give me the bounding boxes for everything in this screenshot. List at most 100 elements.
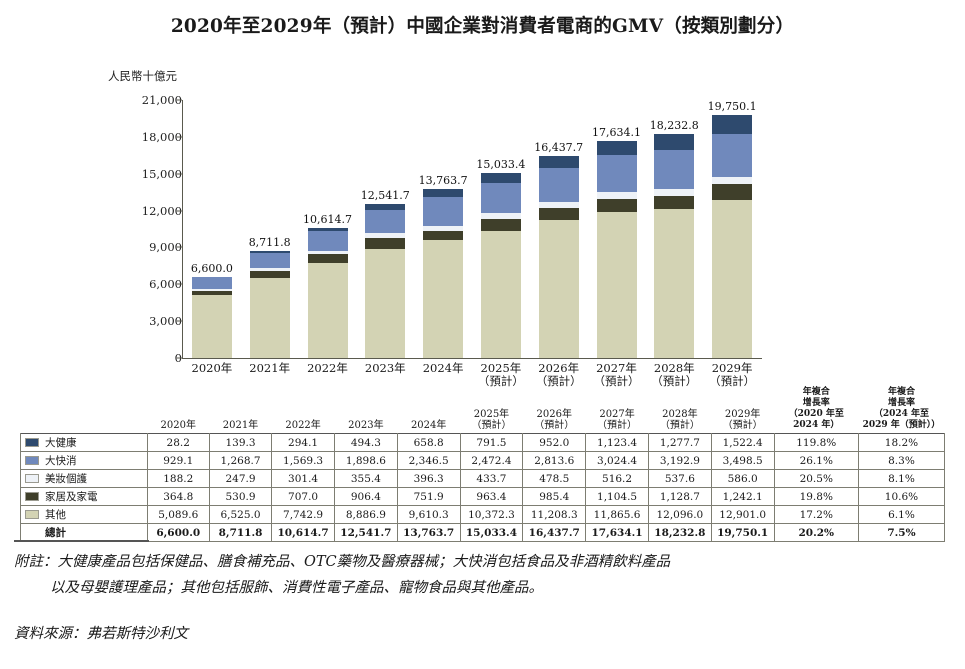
bar-segment[interactable] xyxy=(191,295,232,358)
bar-segment[interactable] xyxy=(712,177,753,185)
bar-total-label: 16,437.7 xyxy=(534,141,584,155)
stacked-bar-chart: 人民幣十億元 03,0006,0009,00012,00015,00018,00… xyxy=(0,60,965,390)
bar-segment[interactable] xyxy=(654,149,695,189)
table-cell-value: 530.9 xyxy=(208,487,273,506)
bar-segment[interactable] xyxy=(365,210,406,234)
x-axis-line xyxy=(182,358,762,359)
bar-segment[interactable] xyxy=(307,254,348,263)
bar-column[interactable] xyxy=(191,100,232,358)
bar-segment[interactable] xyxy=(365,237,406,249)
table-cell-value: 2,346.5 xyxy=(396,451,461,470)
bar-segment[interactable] xyxy=(538,220,579,358)
bar-segment[interactable] xyxy=(596,141,637,156)
bar-segment[interactable] xyxy=(712,199,753,358)
bar-segment[interactable] xyxy=(249,251,290,253)
bar-segment[interactable] xyxy=(249,268,290,272)
bar-segment[interactable] xyxy=(365,248,406,358)
table-cell-value: 247.9 xyxy=(208,469,273,488)
bar-column[interactable] xyxy=(712,100,753,358)
bar-column[interactable] xyxy=(249,100,290,358)
table-cell-total-cagr: 7.5% xyxy=(857,523,946,542)
bar-segment[interactable] xyxy=(538,208,579,221)
bar-column[interactable] xyxy=(423,100,464,358)
table-cell-total: 13,763.7 xyxy=(396,523,461,542)
table-cell-value: 1,104.5 xyxy=(585,487,649,506)
bar-segment[interactable] xyxy=(307,262,348,358)
legend-label: 家居及家電 xyxy=(45,491,98,503)
table-cell-value: 294.1 xyxy=(271,433,335,452)
bar-segment[interactable] xyxy=(654,195,695,210)
table-cell-value: 139.3 xyxy=(208,433,273,452)
legend-swatch-icon xyxy=(25,492,39,501)
bar-segment[interactable] xyxy=(191,277,232,289)
bar-segment[interactable] xyxy=(191,288,232,292)
bar-segment[interactable] xyxy=(423,225,464,231)
y-tick-mark xyxy=(177,246,182,248)
bar-segment[interactable] xyxy=(191,291,232,296)
bar-column[interactable] xyxy=(654,100,695,358)
bar-segment[interactable] xyxy=(712,115,753,135)
y-tick-label: 3,000 xyxy=(149,314,182,329)
table-cell-cagr: 17.2% xyxy=(773,505,859,524)
bar-segment[interactable] xyxy=(423,197,464,226)
bar-segment[interactable] xyxy=(654,209,695,358)
table-row: 大健康 28.2 139.3 294.1 494.3 658.8 791.5 952.0 1,1… xyxy=(20,433,946,452)
bar-segment[interactable] xyxy=(365,203,406,211)
y-tick-label: 21,000 xyxy=(141,93,182,107)
table-cell-value: 301.4 xyxy=(271,469,335,488)
bar-segment[interactable] xyxy=(249,252,290,269)
bar-segment[interactable] xyxy=(480,218,521,231)
table-header-cell: 2021年 xyxy=(222,420,259,431)
bar-segment[interactable] xyxy=(365,233,406,238)
bar-segment[interactable] xyxy=(538,156,579,168)
bar-column[interactable] xyxy=(365,100,406,358)
table-cell-value: 478.5 xyxy=(522,469,587,488)
table-cell-total: 8,711.8 xyxy=(208,523,273,542)
legend-label: 其他 xyxy=(45,509,66,521)
legend-label: 大健康 xyxy=(45,437,77,449)
footnote-line-1: 附註：大健康產品包括保健品、膳食補充品、OTC藥物及醫療器械；大快消包括食品及非… xyxy=(14,554,671,570)
bar-segment[interactable] xyxy=(538,202,579,209)
bar-segment[interactable] xyxy=(307,231,348,251)
bar-segment[interactable] xyxy=(480,230,521,358)
bar-segment[interactable] xyxy=(596,212,637,358)
bar-segment[interactable] xyxy=(596,155,637,193)
bar-segment[interactable] xyxy=(538,167,579,203)
bar-segment[interactable] xyxy=(712,134,753,178)
table-header-cell: 2025年 （預計） xyxy=(471,409,512,431)
bar-segment[interactable] xyxy=(249,271,290,278)
table-cell-value: 12,096.0 xyxy=(647,505,712,524)
legend-swatch-icon xyxy=(25,474,39,483)
bar-column[interactable] xyxy=(480,100,521,358)
y-axis-line xyxy=(182,100,183,359)
bar-column[interactable] xyxy=(538,100,579,358)
bar-segment[interactable] xyxy=(596,198,637,213)
legend-swatch-icon xyxy=(25,456,39,465)
bar-segment[interactable] xyxy=(480,183,521,214)
bar-segment[interactable] xyxy=(654,188,695,196)
bar-segment[interactable] xyxy=(307,227,348,232)
bar-column[interactable] xyxy=(307,100,348,358)
bar-segment[interactable] xyxy=(480,213,521,219)
table-cell-value: 1,277.7 xyxy=(647,433,712,452)
bar-segment[interactable] xyxy=(423,230,464,240)
table-cell-total: 15,033.4 xyxy=(459,523,524,542)
x-axis-label: 2021年 xyxy=(249,361,291,375)
table-cell-value: 12,901.0 xyxy=(710,505,775,524)
bar-segment[interactable] xyxy=(712,184,753,200)
table-cell-value: 586.0 xyxy=(710,469,775,488)
bar-segment[interactable] xyxy=(423,188,464,198)
total-label: 總計 xyxy=(45,527,66,539)
bar-segment[interactable] xyxy=(654,134,695,150)
bar-segment[interactable] xyxy=(480,173,521,184)
bar-segment[interactable] xyxy=(596,192,637,199)
table-cell-cagr: 18.2% xyxy=(857,433,946,452)
bar-column[interactable] xyxy=(596,100,637,358)
table-cell-value: 963.4 xyxy=(459,487,524,506)
table-header-corner xyxy=(21,386,148,434)
table-cell-value: 1,242.1 xyxy=(710,487,775,506)
bar-segment[interactable] xyxy=(423,239,464,358)
bar-segment[interactable] xyxy=(249,277,290,358)
table-cell-value: 516.2 xyxy=(585,469,649,488)
bar-segment[interactable] xyxy=(307,250,348,255)
